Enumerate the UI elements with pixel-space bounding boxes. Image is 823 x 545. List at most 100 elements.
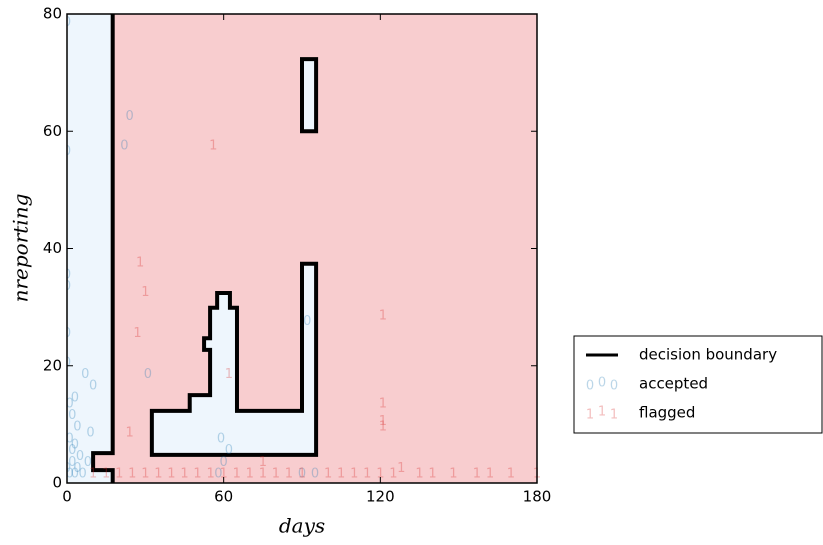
marker: 0 — [220, 455, 228, 470]
marker: 1 — [379, 396, 387, 411]
x-tick-label: 120 — [366, 488, 395, 506]
marker: 0 — [63, 355, 71, 370]
marker: 1 — [141, 285, 149, 300]
marker: 1 — [379, 414, 387, 429]
x-tick-label: 60 — [214, 488, 233, 506]
marker: 0 — [73, 461, 81, 476]
marker: 0 — [84, 455, 92, 470]
marker: 1 — [324, 467, 332, 482]
legend-marker: 1 — [610, 408, 618, 423]
marker: 0 — [63, 144, 71, 159]
marker: 0 — [71, 390, 79, 405]
y-tick-label: 60 — [43, 122, 62, 140]
marker: 1 — [428, 467, 436, 482]
marker: 0 — [311, 467, 319, 482]
marker: 0 — [81, 367, 89, 382]
marker: 1 — [350, 467, 358, 482]
marker: 0 — [63, 15, 71, 30]
marker: 1 — [363, 467, 371, 482]
marker: 0 — [120, 138, 128, 153]
marker: 0 — [65, 467, 73, 482]
accepted-region — [67, 14, 113, 483]
y-axis-label: nreporting — [9, 194, 33, 303]
legend-marker: 0 — [586, 379, 594, 394]
marker: 1 — [389, 467, 397, 482]
marker: 1 — [141, 467, 149, 482]
marker: 0 — [65, 431, 73, 446]
marker: 1 — [136, 256, 144, 271]
marker: 1 — [220, 467, 228, 482]
x-tick-label: 180 — [523, 488, 552, 506]
legend-label: flagged — [639, 404, 695, 422]
marker: 0 — [63, 326, 71, 341]
legend-label: decision boundary — [639, 346, 777, 364]
accepted-region — [151, 263, 317, 455]
marker: 1 — [285, 467, 293, 482]
decision-boundary — [91, 14, 115, 483]
marker: 1 — [180, 467, 188, 482]
legend-marker: 1 — [586, 408, 594, 423]
marker: 1 — [167, 467, 175, 482]
marker: 1 — [89, 467, 97, 482]
marker: 0 — [303, 314, 311, 329]
marker: 0 — [68, 443, 76, 458]
marker: 0 — [68, 408, 76, 423]
y-tick-label: 80 — [43, 5, 62, 23]
marker: 1 — [259, 467, 267, 482]
marker: 0 — [79, 467, 87, 482]
marker: 1 — [209, 138, 217, 153]
y-tick-label: 40 — [43, 239, 62, 257]
marker: 0 — [76, 449, 84, 464]
x-axis-label: days — [279, 514, 325, 538]
marker: 1 — [233, 467, 241, 482]
marker: 1 — [225, 367, 233, 382]
marker: 1 — [154, 467, 162, 482]
marker: 1 — [128, 467, 136, 482]
marker: 0 — [63, 267, 71, 282]
legend-label: accepted — [639, 375, 708, 393]
marker: 0 — [89, 379, 97, 394]
marker: 0 — [65, 396, 73, 411]
marker: 1 — [259, 455, 267, 470]
marker: 1 — [507, 467, 515, 482]
marker: 0 — [86, 426, 94, 441]
marker: 1 — [272, 467, 280, 482]
marker: 0 — [68, 455, 76, 470]
x-tick-label: 0 — [62, 488, 72, 506]
marker: 0 — [73, 420, 81, 435]
legend-marker: 0 — [610, 379, 618, 394]
legend-box — [573, 335, 823, 434]
marker: 1 — [379, 308, 387, 323]
marker: 0 — [126, 109, 134, 124]
marker: 0 — [63, 279, 71, 294]
legend-marker: 1 — [598, 405, 606, 420]
marker: 0 — [214, 467, 222, 482]
legend-marker: 0 — [598, 376, 606, 391]
marker: 1 — [102, 467, 110, 482]
marker: 0 — [217, 431, 225, 446]
accepted-region — [302, 59, 317, 132]
marker: 1 — [415, 467, 423, 482]
markers: 0000000000000000000000000000000000111111… — [63, 15, 541, 482]
marker: 1 — [115, 467, 123, 482]
marker: 0 — [63, 461, 71, 476]
marker: 1 — [246, 467, 254, 482]
y-tick-label: 0 — [52, 474, 62, 492]
marker: 1 — [298, 467, 306, 482]
marker: 0 — [225, 443, 233, 458]
decision-boundary — [300, 57, 319, 134]
y-tick-label: 20 — [43, 356, 62, 374]
marker: 1 — [379, 420, 387, 435]
marker: 0 — [71, 467, 79, 482]
marker: 1 — [376, 467, 384, 482]
marker: 1 — [206, 467, 214, 482]
marker: 1 — [449, 467, 457, 482]
marker: 0 — [298, 467, 306, 482]
marker: 1 — [193, 467, 201, 482]
marker: 0 — [144, 367, 152, 382]
marker: 1 — [473, 467, 481, 482]
decision-boundary — [149, 261, 319, 457]
marker: 1 — [133, 326, 141, 341]
